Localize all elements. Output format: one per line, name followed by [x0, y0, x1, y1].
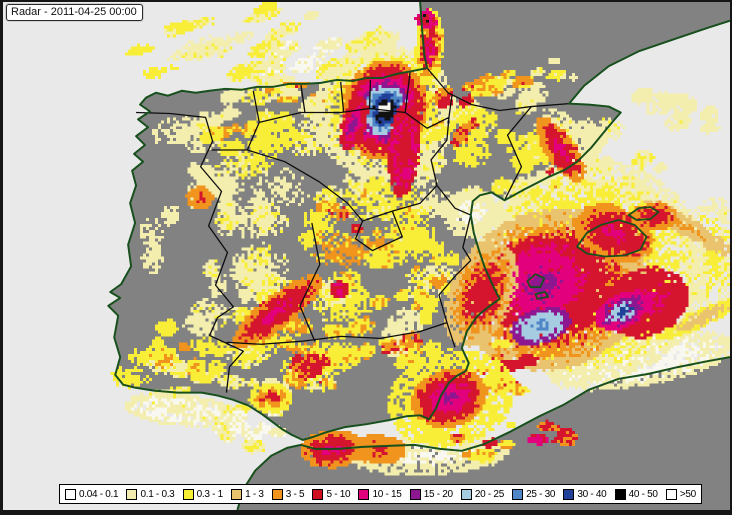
africa-coastline: [236, 356, 730, 510]
mainland-coastline: [107, 2, 730, 441]
legend-swatch: [312, 488, 324, 500]
legend-label: 3 - 5: [285, 488, 305, 500]
legend-item: 0.04 - 0.1: [65, 488, 119, 500]
legend-label: 10 - 15: [372, 488, 402, 500]
legend-swatch: [563, 488, 575, 500]
legend-item: 15 - 20: [409, 488, 453, 500]
legend-item: 1 - 3: [231, 488, 264, 500]
legend-label: 0.1 - 0.3: [140, 488, 175, 500]
legend-item: 3 - 5: [271, 488, 305, 500]
legend-swatch: [231, 488, 243, 500]
legend-swatch: [271, 488, 283, 500]
legend-item: 5 - 10: [312, 488, 351, 500]
legend-swatch: [182, 488, 194, 500]
legend-label: 20 - 25: [474, 488, 504, 500]
legend-item: 10 - 15: [358, 488, 402, 500]
legend-item: 0.1 - 0.3: [126, 488, 175, 500]
legend-label: 25 - 30: [526, 488, 556, 500]
legend-swatch: [512, 488, 524, 500]
legend-item: 20 - 25: [460, 488, 504, 500]
legend-label: 0.04 - 0.1: [79, 488, 119, 500]
legend-swatch: [665, 488, 677, 500]
legend-swatch: [614, 488, 626, 500]
legend-label: 15 - 20: [423, 488, 453, 500]
legend-label: 0.3 - 1: [196, 488, 224, 500]
legend-swatch: [358, 488, 370, 500]
boundary-layer: [107, 2, 730, 510]
legend-swatch: [65, 488, 76, 500]
timestamp-title: Radar - 2011-04-25 00:00: [6, 4, 143, 21]
legend-item: 25 - 30: [512, 488, 556, 500]
legend: 0.04 - 0.1 0.1 - 0.3 0.3 - 1 1 - 3 3 - 5 5 - …: [59, 484, 702, 504]
legend-item: 0.3 - 1: [182, 488, 224, 500]
legend-swatch: [460, 488, 472, 500]
legend-label: >50: [679, 488, 696, 500]
legend-label: 30 - 40: [577, 488, 607, 500]
legend-item: 30 - 40: [563, 488, 607, 500]
legend-swatch: [126, 488, 138, 500]
legend-item: 40 - 50: [614, 488, 658, 500]
admin-boundaries: [136, 67, 570, 393]
legend-label: 40 - 50: [628, 488, 658, 500]
legend-item: >50: [665, 488, 696, 500]
legend-swatch: [409, 488, 421, 500]
legend-label: 5 - 10: [326, 488, 351, 500]
timestamp-title-label: Radar - 2011-04-25 00:00: [11, 6, 137, 18]
islands-coastline: [526, 206, 660, 300]
legend-label: 1 - 3: [245, 488, 264, 500]
